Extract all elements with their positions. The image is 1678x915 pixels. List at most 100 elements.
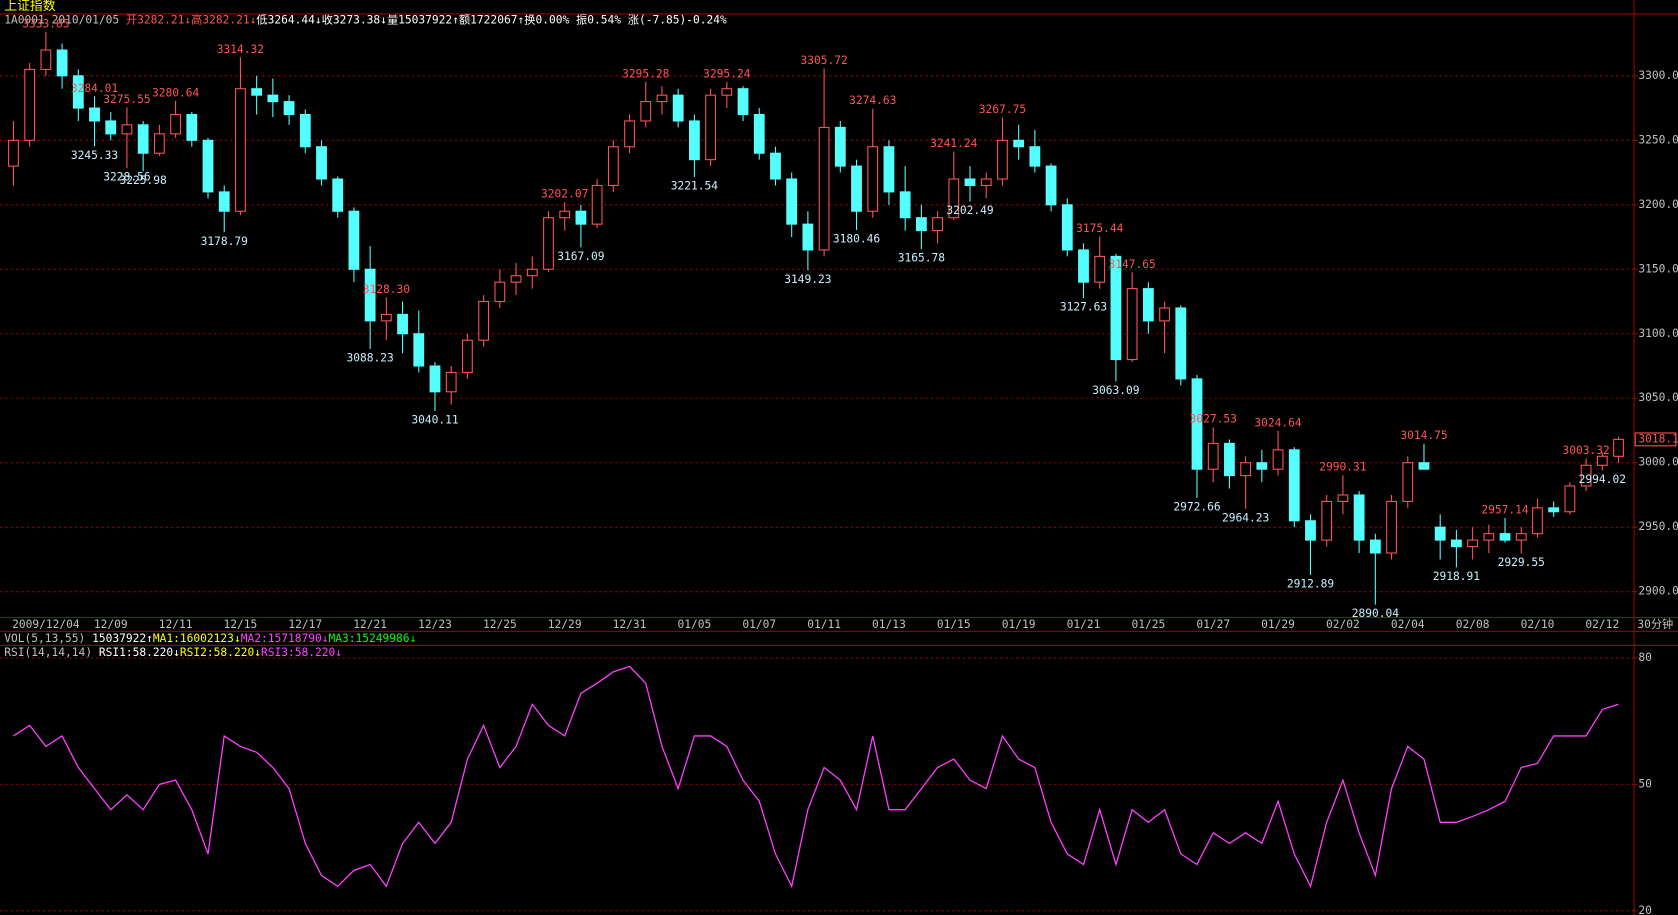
candle-body [1369, 539, 1381, 554]
x-tick-label: 12/25 [483, 618, 517, 631]
candle-body [656, 94, 668, 103]
candle-body [202, 139, 214, 193]
x-tick-label: 2009/12/04 [12, 618, 80, 631]
candle-body [137, 124, 149, 154]
price-annotation: 2972.66 [1173, 501, 1221, 514]
high: 高3282.21↓ [191, 12, 256, 26]
x-tick-label: 01/05 [678, 618, 712, 631]
x-tick-label: 01/15 [937, 618, 971, 631]
x-tick-label: 12/21 [353, 618, 387, 631]
price-annotation: 3027.53 [1190, 413, 1237, 426]
candle-body [445, 371, 457, 393]
candle-body [559, 210, 571, 219]
volume: 量15037922↑ [387, 13, 459, 26]
candle-body [56, 49, 68, 77]
price-annotation: 2912.89 [1287, 578, 1334, 591]
x-tick-label: 02/04 [1391, 618, 1425, 631]
price-annotation: 3280.64 [152, 86, 200, 99]
candle-body [980, 178, 992, 186]
candle-body [40, 49, 52, 70]
candle-body [899, 191, 911, 219]
candle-body [932, 217, 943, 232]
candle-body [575, 210, 587, 225]
candle-body [624, 120, 635, 148]
candle-body [964, 178, 976, 186]
candle-body [397, 313, 408, 335]
candle-body [8, 139, 19, 167]
candle-body [1272, 449, 1284, 470]
candle-body [1321, 500, 1333, 541]
candle-body [1548, 507, 1560, 513]
price-annotation: 2957.14 [1481, 504, 1529, 517]
price-annotation: 3228.56 [103, 171, 151, 184]
y-tick-label: 2900.0 [1638, 585, 1678, 598]
amount: 额1722067↑ [459, 13, 524, 26]
candle-body [543, 217, 554, 270]
code: 1A0001 [4, 13, 45, 26]
candle-body [705, 94, 717, 161]
x-tick-label: 12/31 [613, 618, 647, 631]
price-annotation: 3295.28 [622, 67, 670, 80]
candle-body [915, 217, 927, 232]
candle-body [1434, 526, 1446, 541]
candle-body [121, 124, 133, 135]
close: 收3273.38↓ [322, 12, 387, 26]
x-tick-label: 02/12 [1585, 618, 1619, 631]
quote-info: 1A0001 2010/01/05 开3282.21↓高3282.21↓低326… [4, 12, 727, 26]
open: 开3282.21↓ [126, 13, 191, 26]
candle-body [364, 268, 376, 322]
candle-body [1240, 462, 1252, 477]
y-tick-label: 3250.0 [1638, 133, 1678, 146]
candle-body [1142, 288, 1154, 322]
price-annotation: 3274.63 [849, 94, 896, 107]
price-annotation: 3314.32 [217, 43, 264, 56]
candle-body [478, 300, 490, 341]
price-annotation: 2890.04 [1352, 607, 1400, 620]
price-annotation: 3333.85 [22, 18, 69, 31]
price-annotation: 3178.79 [201, 235, 248, 248]
candle-body [753, 113, 765, 154]
candle-body [1078, 249, 1089, 283]
y-tick-label: 80 [1638, 651, 1652, 664]
candle-body [235, 88, 246, 212]
x-tick-label: 01/19 [1002, 618, 1036, 631]
candle-body [1613, 438, 1624, 457]
price-annotation: 3165.78 [898, 252, 946, 265]
price-annotation: 3003.32 [1562, 444, 1609, 457]
candle-body [834, 126, 846, 167]
y-tick-label: 20 [1638, 904, 1652, 915]
price-annotation: 2929.55 [1498, 556, 1545, 569]
y-tick-label: 3000.0 [1638, 456, 1678, 469]
x-tick-label: 02/02 [1326, 618, 1360, 631]
period-label: 30分钟 [1637, 617, 1673, 631]
x-tick-label: 12/17 [288, 618, 322, 631]
candle-body [948, 178, 960, 219]
candle-body [640, 101, 652, 122]
indicator-line [13, 665, 1619, 889]
price-annotation: 3295.24 [703, 67, 751, 80]
candle-body [1450, 539, 1462, 548]
vol-value: 15037922↑ [92, 632, 153, 645]
candle-body [283, 101, 295, 116]
x-tick-label: 01/21 [1067, 618, 1101, 631]
candle-body [818, 126, 830, 251]
candle-body [348, 210, 360, 270]
last-price-box [1634, 432, 1677, 447]
security-name: 上证指数 [4, 0, 55, 14]
candle-body [1467, 539, 1479, 548]
date: 2010/01/05 [52, 13, 120, 26]
candle-body [1337, 494, 1349, 502]
price-annotation: 3127.63 [1060, 301, 1107, 314]
price-annotation: 3167.09 [557, 250, 604, 263]
x-tick-label: 12/15 [224, 618, 258, 631]
candle-body [1110, 255, 1122, 361]
rsi3: RSI3:58.220↓ [261, 646, 342, 659]
candle-body [786, 178, 798, 225]
candle-body [413, 333, 425, 367]
candle-body [1596, 455, 1608, 466]
candle-body [510, 275, 522, 283]
candle-body [1418, 462, 1430, 470]
candle-body [737, 88, 749, 116]
candle-body [429, 365, 441, 393]
candle-body [1029, 146, 1041, 167]
